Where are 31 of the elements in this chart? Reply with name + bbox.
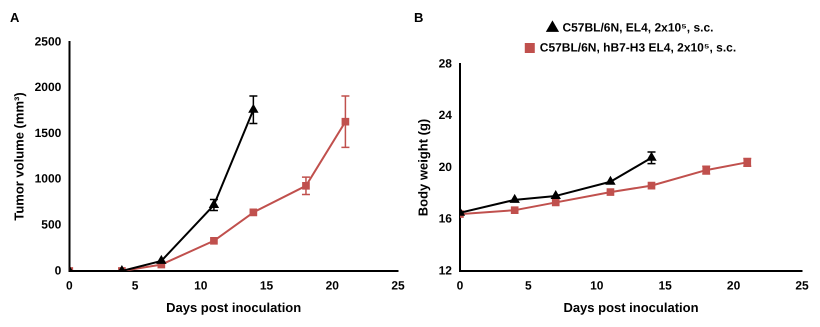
- x-tick-label: 20: [326, 278, 340, 293]
- x-tick-label: 5: [132, 278, 139, 293]
- x-tick-label: 0: [66, 278, 73, 293]
- x-tick-label: 10: [590, 278, 604, 293]
- x-tick-label: 15: [658, 278, 672, 293]
- y-tick-label: 2000: [34, 80, 62, 94]
- y-tick-label: 500: [41, 218, 62, 232]
- y-tick-label: 24: [438, 108, 452, 122]
- x-tick-label: 15: [260, 278, 274, 293]
- text: A: [10, 10, 20, 25]
- x-tick-label: 5: [525, 278, 532, 293]
- x-tick-label: 25: [391, 278, 405, 293]
- x-tick-label: 10: [194, 278, 208, 293]
- legend-label: C57BL/6N, hB7-H3 EL4, 2x10⁵, s.c.: [540, 40, 736, 54]
- y-tick-label: 1000: [34, 172, 62, 186]
- y-axis-title: Tumor volume (mm³): [11, 92, 26, 221]
- y-tick-label: 28: [438, 56, 452, 70]
- x-axis-title: Days post inoculation: [166, 300, 302, 315]
- x-axis-title: Days post inoculation: [563, 300, 699, 315]
- x-tick-label: 25: [795, 278, 809, 293]
- legend-label: C57BL/6N, EL4, 2x10⁵, s.c.: [562, 20, 714, 34]
- x-tick-label: 0: [456, 278, 464, 293]
- y-tick-label: 20: [438, 160, 452, 174]
- y-tick-label: 1500: [34, 126, 62, 140]
- y-tick-label: 0: [54, 263, 62, 278]
- y-tick-label: 2500: [34, 34, 62, 48]
- y-axis-title: Body weight (g): [415, 118, 430, 216]
- x-tick-label: 20: [726, 278, 741, 293]
- text: B: [414, 10, 424, 25]
- y-tick-label: 16: [438, 212, 452, 226]
- y-tick-label: 12: [438, 263, 452, 278]
